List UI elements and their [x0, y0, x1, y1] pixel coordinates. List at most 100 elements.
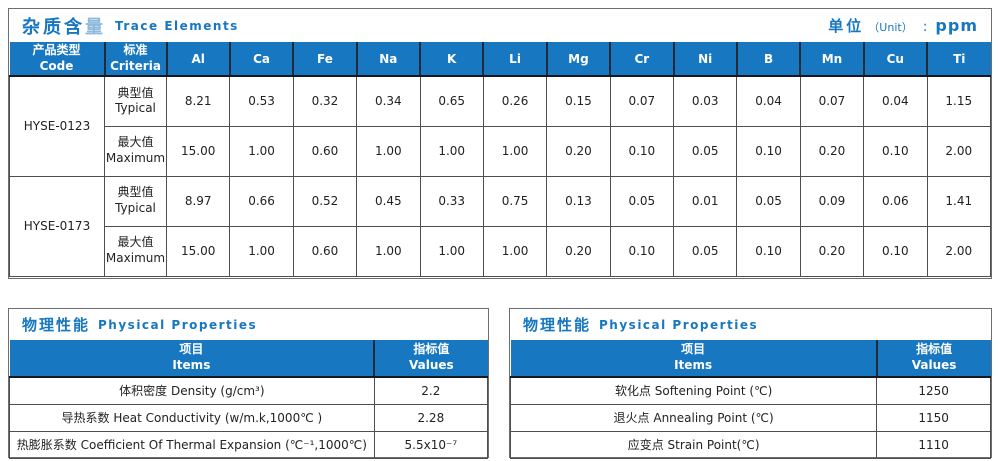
trace-value-cell: 0.20 [546, 225, 611, 277]
trace-value-cell: 2.00 [926, 225, 991, 277]
physical-right-table: 项目 Items 指标值 Values 软化点 Softening Point (℃… [509, 340, 991, 459]
trace-header-row: 产品类型 Code 标准 Criteria Al Ca Fe Na K Li Mg … [9, 42, 991, 77]
property-value-cell: 1250 [876, 376, 991, 405]
physical-right-title-cn: 物理性能 [523, 316, 592, 334]
property-value-cell: 2.28 [373, 403, 489, 432]
trace-value-cell: 8.21 [165, 75, 231, 127]
property-value-cell: 5.5x10⁻⁷ [373, 430, 489, 459]
trace-value-cell: 15.00 [165, 125, 231, 177]
property-value-cell: 1150 [876, 403, 991, 432]
trace-value-cell: 0.26 [482, 75, 548, 127]
trace-value-cell: 0.20 [546, 125, 611, 177]
product-code-cell: HYSE-0123 [9, 75, 105, 177]
trace-value-cell: 1.00 [229, 225, 294, 277]
trace-value-cell: 0.07 [609, 75, 675, 127]
col-header-element: Li [483, 42, 548, 77]
trace-value-cell: 1.15 [926, 75, 991, 127]
col-header-element: Ti [927, 42, 991, 77]
trace-value-cell: 0.33 [419, 175, 484, 227]
trace-value-cell: 0.52 [292, 175, 358, 227]
trace-title-en: Trace Elements [115, 18, 239, 33]
trace-value-cell: 1.00 [419, 225, 484, 277]
trace-elements-table: 产品类型 Code 标准 Criteria Al Ca Fe Na K Li Mg … [9, 42, 991, 277]
trace-title-row: 杂质含量 Trace Elements 单位 （Unit） : ppm [9, 9, 991, 42]
trace-value-cell: 0.09 [799, 175, 865, 227]
property-item-cell: 软化点 Softening Point (℃) [509, 376, 878, 405]
trace-value-cell: 0.20 [799, 225, 865, 277]
physical-row: 应变点 Strain Point(℃) 1110 [509, 430, 991, 459]
product-code-cell: HYSE-0173 [9, 175, 105, 277]
col-header-element: Mn [800, 42, 865, 77]
physical-right-title-row: 物理性能 Physical Properties [510, 309, 991, 340]
trace-value-cell: 0.01 [672, 175, 738, 227]
property-value-cell: 1110 [876, 430, 991, 459]
property-item-cell: 体积密度 Density (g/cm³) [9, 376, 375, 405]
trace-title-cn-accent: 量 [85, 16, 106, 38]
criteria-label-typical: 典型值 Typical [104, 75, 167, 127]
trace-value-cell: 0.05 [672, 125, 738, 177]
criteria-label-maximum: 最大值 Maximum [104, 125, 167, 177]
trace-value-cell: 0.10 [609, 125, 675, 177]
trace-value-cell: 8.97 [165, 175, 231, 227]
trace-data-row: 最大值 Maximum 15.00 1.00 0.60 1.00 1.00 1.0… [10, 225, 991, 277]
trace-value-cell: 0.13 [546, 175, 611, 227]
col-header-element: K [420, 42, 485, 77]
trace-value-cell: 15.00 [165, 225, 231, 277]
unit-colon: : [922, 19, 928, 35]
trace-value-cell: 0.10 [609, 225, 675, 277]
unit-label: 单位 （Unit） : ppm [828, 15, 978, 36]
trace-value-cell: 0.06 [863, 175, 928, 227]
physical-right-header-row: 项目 Items 指标值 Values [510, 340, 991, 378]
trace-value-cell: 1.00 [419, 125, 484, 177]
col-header-element: B [736, 42, 802, 77]
trace-value-cell: 0.04 [863, 75, 928, 127]
physical-left-header-row: 项目 Items 指标值 Values [9, 340, 488, 378]
trace-value-cell: 1.00 [482, 225, 548, 277]
physical-row: 退火点 Annealing Point (℃) 1150 [509, 403, 991, 432]
col-header-product: 产品类型 Code [9, 42, 106, 77]
trace-value-cell: 1.00 [356, 225, 421, 277]
trace-value-cell: 0.65 [419, 75, 484, 127]
trace-value-cell: 0.10 [863, 225, 928, 277]
trace-value-cell: 0.05 [609, 175, 675, 227]
unit-label-en: （Unit） [868, 21, 913, 34]
trace-value-cell: 0.60 [292, 225, 358, 277]
property-item-cell: 导热系数 Heat Conductivity (w/m.k,1000℃ ) [9, 403, 375, 432]
col-header-element: Na [356, 42, 422, 77]
trace-value-cell: 0.10 [863, 125, 928, 177]
physical-properties-section-left: 物理性能 Physical Properties 项目 Items 指标值 Valu… [8, 308, 489, 459]
physical-left-title-en: Physical Properties [98, 317, 258, 332]
property-value-cell: 2.2 [373, 376, 489, 405]
trace-value-cell: 1.00 [229, 125, 294, 177]
physical-row: 导热系数 Heat Conductivity (w/m.k,1000℃ ) 2.… [9, 403, 489, 432]
trace-value-cell: 0.60 [292, 125, 358, 177]
trace-value-cell: 0.10 [736, 125, 801, 177]
trace-elements-section: 杂质含量 Trace Elements 单位 （Unit） : ppm 产品类型… [8, 8, 992, 279]
col-header-element: Ni [673, 42, 738, 77]
trace-title-cn-main: 杂质含 [22, 16, 85, 38]
trace-data-row: HYSE-0173 典型值 Typical 8.97 0.66 0.52 0.45… [9, 175, 991, 277]
col-header-element: Mg [546, 42, 612, 77]
col-header-items: 项目 Items [510, 340, 878, 378]
trace-value-cell: 0.45 [356, 175, 421, 227]
criteria-label-typical: 典型值 Typical [104, 175, 167, 227]
trace-value-cell: 0.66 [229, 175, 294, 227]
property-item-cell: 退火点 Annealing Point (℃) [509, 403, 878, 432]
physical-left-table: 项目 Items 指标值 Values 体积密度 Density (g/cm³) 2… [9, 340, 489, 459]
trace-value-cell: 1.00 [356, 125, 421, 177]
trace-value-cell: 0.05 [736, 175, 801, 227]
col-header-element: Cr [610, 42, 675, 77]
col-header-element: Cu [863, 42, 929, 77]
col-header-items: 项目 Items [9, 340, 376, 378]
trace-value-cell: 0.04 [736, 75, 801, 127]
trace-value-cell: 1.41 [926, 175, 991, 227]
trace-data-row: HYSE-0123 典型值 Typical 8.21 0.53 0.32 0.34… [9, 75, 991, 177]
physical-row: 软化点 Softening Point (℃) 1250 [509, 376, 991, 405]
physical-row: 热膨胀系数 Coefficient Of Thermal Expansion (… [9, 430, 489, 459]
trace-value-cell: 0.10 [736, 225, 801, 277]
trace-data-row: 最大值 Maximum 15.00 1.00 0.60 1.00 1.00 1.0… [10, 125, 991, 177]
physical-left-title-cn: 物理性能 [22, 316, 91, 334]
col-header-element: Al [166, 42, 231, 77]
trace-value-cell: 0.75 [482, 175, 548, 227]
trace-value-cell: 0.53 [229, 75, 294, 127]
